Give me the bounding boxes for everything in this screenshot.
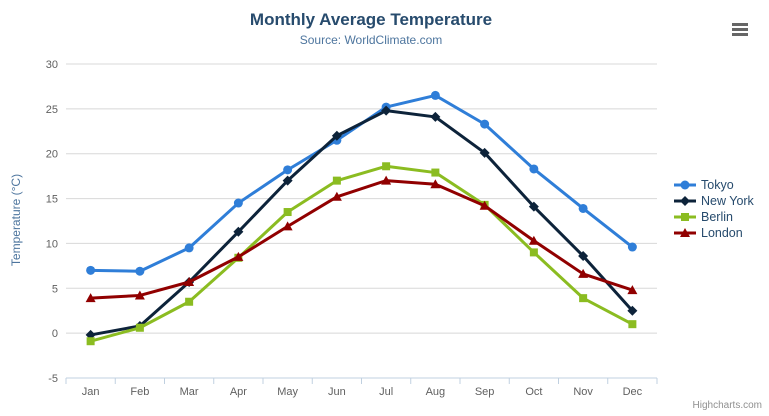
x-axis-tick-label: Dec (623, 386, 643, 398)
data-point-new-york-may[interactable] (282, 175, 293, 186)
data-point-new-york-oct[interactable] (528, 201, 539, 212)
credits-link[interactable]: Highcharts.com (692, 400, 762, 411)
data-point-tokyo-apr[interactable] (233, 198, 243, 208)
x-axis-tick-label: Feb (130, 386, 149, 398)
data-point-london-jun[interactable] (331, 191, 342, 201)
data-point-london-jul[interactable] (381, 175, 392, 185)
legend-symbol-new-york[interactable] (680, 196, 690, 206)
data-point-berlin-feb[interactable] (135, 323, 144, 332)
x-axis-tick-label: May (277, 386, 298, 398)
data-point-tokyo-jan[interactable] (86, 265, 96, 275)
series-line-berlin (89, 164, 634, 343)
y-axis-tick-label: 30 (46, 59, 58, 71)
data-point-tokyo-aug[interactable] (430, 90, 440, 100)
data-point-london-sep[interactable] (479, 200, 490, 210)
hamburger-icon[interactable] (730, 20, 750, 38)
x-axis-tick-label: Jul (379, 386, 393, 398)
y-axis-tick-label: 5 (52, 283, 58, 295)
data-point-london-oct[interactable] (528, 235, 539, 245)
data-point-berlin-nov[interactable] (579, 294, 588, 303)
legend-symbol-tokyo[interactable] (680, 180, 690, 190)
data-point-london-nov[interactable] (578, 268, 589, 278)
berlin-legend-marker-icon (674, 213, 696, 221)
data-point-tokyo-feb[interactable] (135, 266, 145, 276)
data-point-tokyo-nov[interactable] (578, 203, 588, 213)
hamburger-bar (732, 32, 748, 36)
data-point-berlin-jan[interactable] (86, 337, 95, 346)
data-point-london-mar[interactable] (184, 277, 195, 287)
data-point-london-jan[interactable] (85, 293, 96, 303)
x-axis-tick-label: Nov (573, 386, 593, 398)
data-point-berlin-may[interactable] (283, 208, 292, 217)
x-axis-tick-label: Jan (82, 386, 100, 398)
legend-label: London (701, 226, 743, 240)
series-line-london (89, 179, 634, 300)
data-point-tokyo-sep[interactable] (480, 119, 490, 129)
series-london (85, 175, 638, 303)
y-axis-tick-label: 20 (46, 149, 58, 161)
legend-item-new-york[interactable]: New York (674, 193, 754, 209)
data-point-london-may[interactable] (282, 221, 293, 231)
y-axis-tick-label: 15 (46, 194, 58, 206)
data-point-berlin-aug[interactable] (431, 168, 440, 177)
legend-symbol-london[interactable] (680, 228, 690, 237)
x-axis-tick-label: Aug (426, 386, 446, 398)
legend-label: Berlin (701, 210, 733, 224)
data-point-tokyo-may[interactable] (283, 165, 293, 175)
data-point-berlin-oct[interactable] (529, 248, 538, 257)
data-point-new-york-apr[interactable] (233, 226, 244, 237)
data-point-berlin-dec[interactable] (628, 320, 637, 329)
data-point-berlin-jun[interactable] (332, 176, 341, 185)
data-point-london-aug[interactable] (430, 179, 441, 189)
y-axis-tick-label: 0 (52, 328, 58, 340)
legend-label: Tokyo (701, 178, 734, 192)
data-point-new-york-jun[interactable] (331, 130, 342, 141)
data-point-london-apr[interactable] (233, 251, 244, 261)
series-line-new-york (89, 109, 634, 337)
legend-label: New York (701, 194, 754, 208)
data-point-new-york-aug[interactable] (430, 111, 441, 122)
x-axis-tick-label: Mar (180, 386, 199, 398)
data-point-london-feb[interactable] (134, 290, 145, 300)
data-point-london-dec[interactable] (627, 285, 638, 295)
legend-symbol-berlin[interactable] (681, 213, 689, 221)
y-axis-tick-label: 10 (46, 238, 58, 250)
data-point-berlin-mar[interactable] (185, 297, 194, 306)
hamburger-bar (732, 22, 748, 26)
data-point-tokyo-dec[interactable] (627, 242, 637, 252)
legend-item-berlin[interactable]: Berlin (674, 209, 754, 225)
x-axis-tick-label: Oct (525, 386, 542, 398)
data-point-new-york-jul[interactable] (381, 105, 392, 116)
series-tokyo (86, 90, 637, 276)
x-axis-tick-label: Jun (328, 386, 346, 398)
data-point-tokyo-oct[interactable] (529, 164, 539, 174)
legend: Tokyo New York Berlin London (674, 177, 754, 241)
hamburger-bar (732, 27, 748, 31)
tokyo-legend-marker-icon (674, 180, 696, 190)
data-point-new-york-sep[interactable] (479, 147, 490, 158)
series-new-york (85, 105, 638, 340)
london-legend-marker-icon (674, 228, 696, 237)
legend-item-tokyo[interactable]: Tokyo (674, 177, 754, 193)
legend-item-london[interactable]: London (674, 225, 754, 241)
data-point-new-york-nov[interactable] (578, 250, 589, 261)
chart-subtitle: Source: WorldClimate.com (299, 33, 443, 47)
data-point-new-york-dec[interactable] (627, 305, 638, 316)
data-point-tokyo-mar[interactable] (184, 243, 194, 253)
y-axis-tick-label: -5 (48, 373, 58, 385)
data-point-berlin-jul[interactable] (382, 162, 391, 171)
chart-title: Monthly Average Temperature (249, 10, 493, 29)
new-york-legend-marker-icon (674, 196, 696, 206)
x-axis-tick-label: Apr (230, 386, 247, 398)
y-axis-title: Temperature (°C) (9, 173, 23, 267)
x-axis-tick-label: Sep (475, 386, 495, 398)
y-axis-tick-label: 25 (46, 104, 58, 116)
